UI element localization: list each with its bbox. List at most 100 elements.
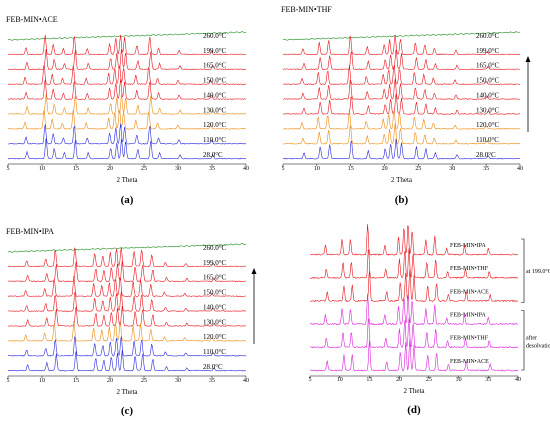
trace-label: 28.0°C [203, 363, 223, 371]
trace-4 [7, 276, 247, 297]
trace-6 [7, 93, 247, 115]
trace-label: 120.0°C [203, 121, 227, 129]
x-tick-label: 35 [485, 377, 491, 383]
x-tick-label: 35 [209, 166, 215, 172]
trace-6 [282, 93, 521, 115]
x-tick-label: 20 [107, 166, 113, 172]
trace-3 [309, 269, 519, 303]
x-tick-label: 25 [415, 166, 421, 172]
trace-label: 199.0°C [476, 47, 500, 55]
x-axis-label: 2 Theta [116, 176, 138, 184]
trace-label: 260.0°C [476, 32, 500, 40]
trace-label: 150.0°C [476, 77, 500, 85]
trace-4 [7, 65, 247, 85]
trace-2 [7, 34, 246, 56]
trace-2 [283, 34, 520, 56]
group-label: desolvation [526, 343, 550, 349]
x-tick-label: 40 [517, 166, 523, 172]
trace-7 [8, 320, 247, 342]
trace-label: 28.0°C [476, 151, 496, 159]
x-tick-label: 10 [39, 378, 45, 384]
x-tick-label: 25 [141, 166, 147, 172]
x-tick-label: 30 [456, 377, 462, 383]
trace-label: 199.0°C [203, 47, 227, 55]
trace-6 [309, 339, 519, 372]
arrow-head [251, 268, 257, 274]
trace-label: 150.0°C [203, 289, 227, 297]
trace-3 [7, 261, 247, 283]
trace-label: FEB-MIN•ACE [450, 289, 489, 295]
trace-label: 110.0°C [203, 348, 226, 356]
x-tick-label: 10 [337, 377, 343, 383]
trace-6 [7, 306, 247, 327]
trace-1 [7, 31, 247, 41]
trace-9 [7, 350, 247, 372]
trace-label: 140.0°C [203, 91, 227, 99]
trace-label: 110.0°C [476, 136, 499, 144]
x-tick-label: 5 [7, 378, 10, 384]
x-tick-label: 5 [282, 166, 285, 172]
trace-label: 260.0°C [203, 244, 227, 252]
x-tick-label: 30 [449, 166, 455, 172]
x-tick-label: 25 [141, 378, 147, 384]
trace-label: FEB-MIN•IPA [450, 243, 487, 249]
x-tick-label: 20 [382, 166, 388, 172]
x-tick-label: 30 [175, 166, 181, 172]
x-tick-label: 40 [243, 378, 249, 384]
trace-7 [7, 109, 247, 130]
x-tick-label: 20 [107, 378, 113, 384]
trace-label: 150.0°C [203, 77, 227, 85]
trace-label: 140.0°C [203, 303, 227, 311]
x-tick-label: 15 [73, 166, 79, 172]
trace-label: 130.0°C [476, 106, 500, 114]
trace-3 [282, 49, 520, 71]
panel-sublabel: (b) [395, 194, 409, 206]
trace-8 [8, 123, 247, 145]
arrow-head [525, 56, 531, 62]
trace-8 [7, 336, 247, 357]
x-tick-label: 20 [396, 377, 402, 383]
trace-label: 110.0°C [203, 136, 226, 144]
trace-label: FEB-MIN•ACE [450, 359, 489, 365]
panel-b: FEB-MIN•THF 260.0°C 199.0°C 165.0°C 150.0°C 1… [281, 5, 531, 206]
trace-label: FEB-MIN•THF [450, 336, 489, 342]
trace-8 [282, 123, 521, 145]
x-tick-label: 10 [39, 166, 45, 172]
x-tick-label: 25 [426, 377, 432, 383]
trace-2 [7, 247, 247, 268]
panel-d: FEB-MIN•IPA FEB-MIN•THF FEB-MIN•ACE FEB-MIN… [309, 224, 550, 416]
trace-label: FEB-MIN•IPA [450, 313, 487, 319]
trace-label: 130.0°C [203, 318, 227, 326]
trace-label: 120.0°C [203, 333, 227, 341]
x-tick-label: 35 [483, 166, 489, 172]
trace-label: 140.0°C [476, 91, 500, 99]
trace-label: 165.0°C [476, 62, 500, 70]
trace-9 [7, 138, 247, 160]
x-axis-label: 2 Theta [116, 388, 138, 396]
x-tick-label: 30 [175, 378, 181, 384]
group-bracket [521, 310, 525, 371]
group-label: at 199.0°C [526, 268, 550, 275]
trace-label: 165.0°C [203, 62, 227, 70]
x-tick-label: 15 [366, 377, 372, 383]
group-bracket [521, 238, 525, 303]
trace-5 [7, 78, 247, 100]
panel-sublabel: (c) [121, 405, 134, 417]
x-tick-label: 10 [314, 166, 320, 172]
trace-label: 130.0°C [203, 106, 227, 114]
trace-5 [309, 317, 519, 349]
panel-sublabel: (d) [407, 404, 421, 416]
x-tick-label: 5 [309, 377, 312, 383]
x-tick-label: 40 [515, 377, 521, 383]
trace-1 [282, 31, 521, 41]
trace-5 [7, 291, 247, 312]
trace-5 [282, 78, 521, 100]
trace-label: 28.0°C [203, 151, 223, 159]
panel-sublabel: (a) [121, 194, 134, 206]
x-tick-label: 40 [243, 166, 249, 172]
panel-title: FEB-MIN•THF [281, 5, 332, 14]
trace-4 [309, 293, 519, 326]
trace-label: FEB-MIN•THF [450, 266, 489, 272]
trace-label: 260.0°C [203, 32, 227, 40]
